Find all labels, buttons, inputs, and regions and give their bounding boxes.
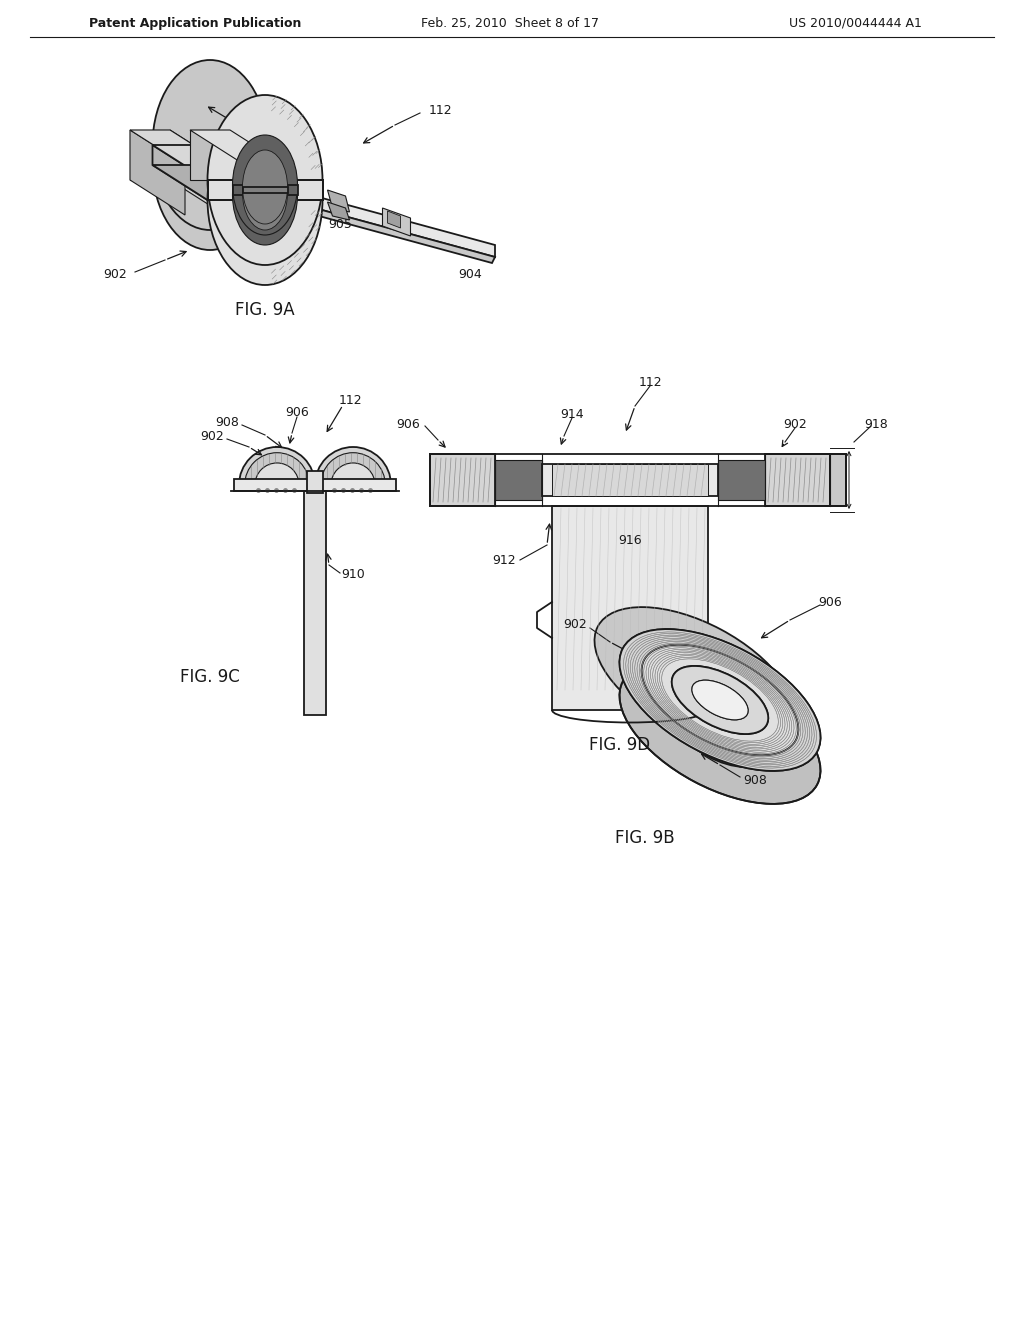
Text: 914: 914: [560, 408, 584, 421]
Text: 916: 916: [618, 535, 642, 548]
Polygon shape: [190, 129, 230, 180]
Ellipse shape: [232, 135, 298, 235]
Ellipse shape: [692, 680, 749, 719]
Ellipse shape: [642, 644, 799, 755]
Polygon shape: [153, 165, 323, 201]
Polygon shape: [130, 129, 225, 165]
Polygon shape: [718, 459, 765, 500]
Text: 902: 902: [200, 430, 224, 444]
Text: 908: 908: [215, 417, 239, 429]
Polygon shape: [307, 471, 323, 492]
Ellipse shape: [692, 680, 749, 719]
Polygon shape: [552, 506, 708, 710]
Ellipse shape: [672, 667, 768, 734]
Ellipse shape: [620, 630, 820, 771]
Polygon shape: [267, 145, 323, 201]
Text: FIG. 9B: FIG. 9B: [615, 829, 675, 847]
Polygon shape: [304, 484, 326, 715]
Polygon shape: [293, 190, 495, 257]
Polygon shape: [542, 465, 718, 496]
Polygon shape: [208, 180, 323, 201]
Polygon shape: [290, 202, 495, 263]
Text: 908: 908: [743, 774, 767, 787]
Ellipse shape: [672, 700, 768, 767]
Text: US 2010/0044444 A1: US 2010/0044444 A1: [788, 16, 922, 29]
Text: 906: 906: [396, 417, 420, 430]
Ellipse shape: [153, 59, 267, 230]
Text: 905: 905: [328, 219, 352, 231]
Polygon shape: [765, 454, 830, 506]
Polygon shape: [234, 479, 396, 491]
Polygon shape: [153, 145, 267, 165]
Text: 904: 904: [458, 268, 482, 281]
Text: 112: 112: [338, 393, 361, 407]
Polygon shape: [190, 129, 285, 165]
Ellipse shape: [672, 667, 768, 734]
Polygon shape: [387, 211, 400, 228]
Text: FIG. 9A: FIG. 9A: [236, 301, 295, 319]
Polygon shape: [153, 145, 323, 180]
Ellipse shape: [243, 150, 288, 224]
Ellipse shape: [620, 663, 820, 804]
Ellipse shape: [208, 95, 323, 265]
Ellipse shape: [620, 630, 820, 771]
Text: 910: 910: [341, 569, 365, 582]
Text: FIG. 9C: FIG. 9C: [180, 668, 240, 686]
Ellipse shape: [153, 81, 267, 249]
Ellipse shape: [232, 145, 298, 246]
Polygon shape: [552, 465, 708, 496]
Polygon shape: [232, 185, 298, 195]
Ellipse shape: [595, 607, 796, 748]
Text: 906: 906: [818, 595, 842, 609]
Wedge shape: [255, 463, 299, 484]
Text: 906: 906: [285, 407, 309, 420]
Polygon shape: [328, 202, 349, 220]
Wedge shape: [239, 447, 315, 484]
Polygon shape: [495, 459, 542, 500]
Ellipse shape: [208, 115, 323, 285]
Text: Feb. 25, 2010  Sheet 8 of 17: Feb. 25, 2010 Sheet 8 of 17: [421, 16, 599, 29]
Polygon shape: [328, 190, 349, 213]
Polygon shape: [830, 454, 846, 506]
Text: 902: 902: [783, 417, 807, 430]
Polygon shape: [383, 209, 411, 236]
Wedge shape: [315, 447, 391, 484]
Polygon shape: [430, 454, 495, 506]
Polygon shape: [170, 129, 225, 215]
Text: 918: 918: [864, 417, 888, 430]
Polygon shape: [243, 187, 288, 193]
Wedge shape: [331, 463, 375, 484]
Text: FIG. 9D: FIG. 9D: [590, 737, 650, 754]
Text: 112: 112: [638, 375, 662, 388]
Polygon shape: [153, 145, 208, 201]
Polygon shape: [130, 129, 185, 215]
Ellipse shape: [243, 156, 288, 230]
Text: 112: 112: [428, 103, 452, 116]
Text: Patent Application Publication: Patent Application Publication: [89, 16, 301, 29]
Wedge shape: [245, 453, 309, 484]
Polygon shape: [245, 165, 285, 215]
Polygon shape: [130, 129, 170, 180]
Text: 912: 912: [493, 553, 516, 566]
Text: 902: 902: [103, 268, 127, 281]
Wedge shape: [321, 453, 385, 484]
Text: 902: 902: [563, 619, 587, 631]
